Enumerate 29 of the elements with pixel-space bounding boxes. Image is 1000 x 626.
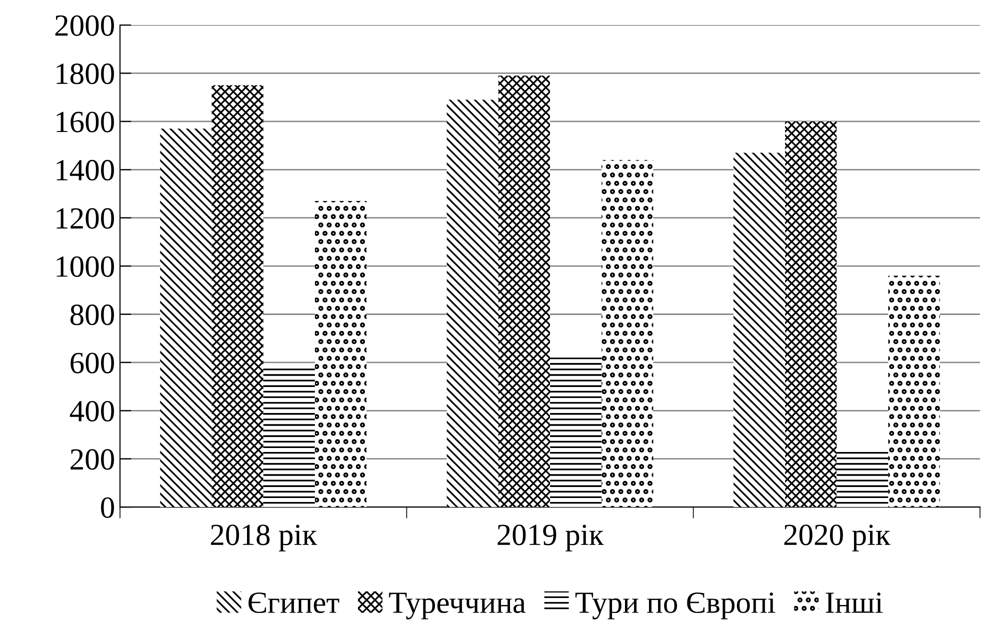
bar xyxy=(263,367,315,508)
y-tick-label: 800 xyxy=(70,304,114,326)
bar xyxy=(446,100,498,508)
legend-label: Тури по Європі xyxy=(575,592,776,620)
y-tick-label: 1200 xyxy=(56,208,114,229)
bar xyxy=(498,76,550,508)
bar xyxy=(550,358,602,508)
y-tick-label: 400 xyxy=(70,400,114,422)
bar xyxy=(160,128,212,508)
y-tick-label: 1600 xyxy=(56,112,114,132)
bar xyxy=(785,121,837,508)
y-tick-label: 1400 xyxy=(56,160,114,181)
legend-label: Єгипет xyxy=(248,592,340,614)
bar xyxy=(602,160,654,508)
legend-label: Інші xyxy=(826,592,883,613)
y-tick-label: 1000 xyxy=(56,256,114,277)
bar xyxy=(733,152,786,508)
y-tick-label: 200 xyxy=(70,449,114,470)
y-tick-label: 0 xyxy=(101,497,114,518)
bar xyxy=(314,200,367,508)
bar xyxy=(212,85,264,508)
x-tick-label: 2020 рік xyxy=(784,524,890,552)
y-tick-label: 2000 xyxy=(55,15,114,36)
y-tick-label: 1800 xyxy=(56,64,114,84)
y-tick-label: 600 xyxy=(70,352,114,374)
x-tick-label: 2019 рік xyxy=(498,524,604,552)
legend-label: Туреччина xyxy=(389,592,526,620)
bar xyxy=(888,276,940,508)
x-tick-label: 2018 рік xyxy=(210,524,318,552)
